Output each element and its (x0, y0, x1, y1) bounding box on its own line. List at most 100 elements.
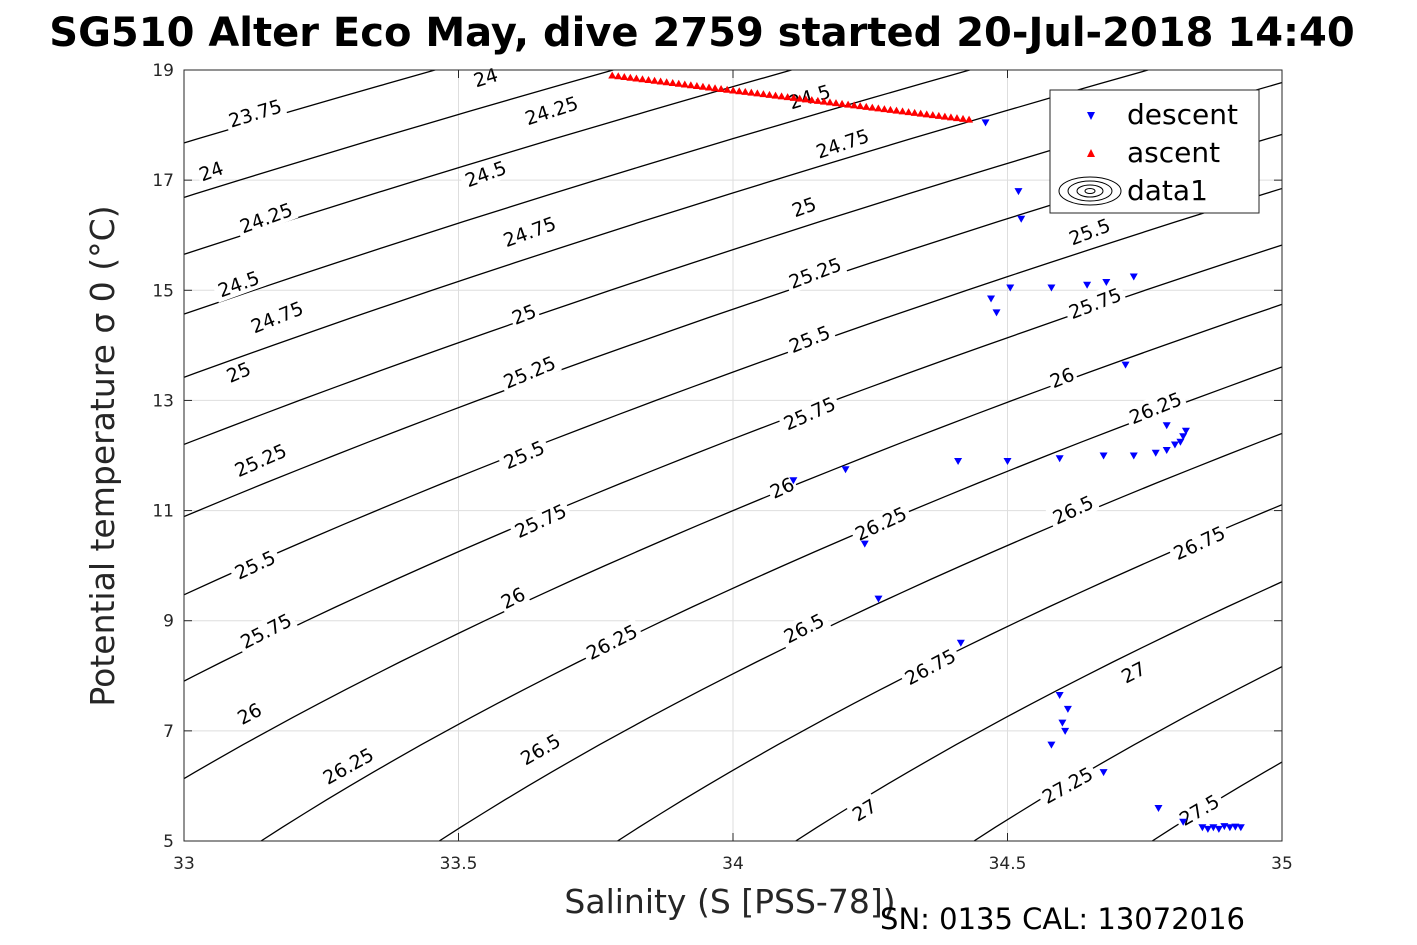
x-tick-label: 33 (173, 854, 195, 874)
ascent-point (777, 92, 786, 100)
descent-point (1170, 441, 1179, 449)
descent-point (1214, 825, 1223, 833)
ascent-point (674, 79, 683, 87)
contour-line (1151, 761, 1282, 841)
contour-label-bg (497, 210, 562, 253)
contour-line (794, 581, 1282, 841)
ascent-point (723, 85, 732, 93)
ascent-point (680, 80, 689, 88)
descent-point (1061, 727, 1070, 735)
descent-point (987, 295, 996, 303)
contour-label-bg (495, 581, 531, 614)
descent-point (1058, 719, 1067, 727)
contour-label-bg (1062, 281, 1128, 325)
y-tick-label: 19 (152, 61, 174, 81)
descent-point (1047, 284, 1056, 292)
contour-line (184, 70, 794, 256)
descent-point (1162, 422, 1171, 430)
descent-point (789, 477, 798, 485)
footer-serial-cal: SN: 0135 CAL: 13072016 (880, 902, 1245, 936)
contour-label-bg (1044, 362, 1080, 393)
contour-label-bg (1062, 212, 1117, 251)
ascent-point (959, 114, 968, 122)
descent-point (1179, 818, 1188, 826)
ascent-point (952, 114, 961, 122)
ascent-point (704, 83, 713, 91)
ascent-point (698, 82, 707, 90)
legend-marker-ascent (1087, 149, 1095, 157)
x-tick-label: 34 (722, 854, 744, 874)
descent-point (1181, 427, 1190, 435)
contour-label-bg (506, 298, 542, 330)
ascent-point (638, 75, 647, 83)
contour-label-bg (782, 251, 848, 295)
ascent-point (904, 108, 913, 116)
descent-point (1047, 741, 1056, 749)
ascent-point (856, 102, 865, 110)
ascent-point (910, 108, 919, 116)
ascent-point (850, 101, 859, 109)
y-tick-label: 9 (163, 612, 174, 632)
contour-label-bg (782, 319, 837, 359)
descent-point (956, 639, 965, 647)
contour-label-bg (898, 642, 963, 691)
contour-line (184, 70, 973, 315)
ascent-point (807, 96, 816, 104)
ascent-point (898, 107, 907, 115)
x-tick-label: 34.5 (989, 854, 1027, 874)
descent-point (1236, 824, 1245, 832)
ascent-point (795, 94, 804, 102)
contour-line (184, 70, 616, 199)
ascent-point (620, 73, 629, 81)
ascent-point (801, 95, 810, 103)
ascent-point (880, 105, 889, 113)
contour-label-bg (764, 471, 800, 504)
contour-label-bg (458, 154, 513, 193)
ascent-point (862, 102, 871, 110)
contour-label-bg (1122, 386, 1188, 430)
contour-label-bg (222, 93, 288, 133)
descent-point (1179, 433, 1188, 441)
y-axis-ticks: 5 7 9 11 13 15 17 19 (152, 61, 1282, 852)
contour-label-bg (508, 497, 573, 544)
contour-label-bg (513, 727, 568, 772)
descent-point (1017, 215, 1026, 223)
descent-point (981, 119, 990, 127)
contour-line (259, 366, 1282, 841)
ascent-point (916, 109, 925, 117)
contour-label-bg (228, 437, 293, 483)
contour-label-bg (848, 500, 914, 547)
ascent-point (608, 71, 617, 79)
descent-point (841, 466, 850, 474)
descent-point (1083, 281, 1092, 289)
descent-series (789, 119, 1245, 833)
ascent-point (965, 115, 974, 123)
descent-point (954, 458, 963, 466)
contour-label-bg (211, 264, 266, 303)
descent-point (860, 540, 869, 548)
contour-line (438, 432, 1282, 841)
contour-label-bg (221, 356, 256, 388)
contour-line (616, 503, 1282, 841)
ascent-point (783, 93, 792, 101)
ascent-series (608, 71, 974, 123)
y-tick-label: 13 (152, 391, 174, 411)
contour-label-bg (846, 793, 882, 827)
ascent-point (771, 91, 780, 99)
ascent-point (656, 77, 665, 85)
legend-marker-descent (1087, 112, 1095, 120)
ascent-point (844, 100, 853, 108)
ascent-point (922, 110, 931, 118)
ascent-point (686, 81, 695, 89)
ascent-point (614, 72, 623, 80)
y-tick-label: 15 (152, 281, 174, 301)
descent-point (1055, 692, 1064, 700)
legend-label-ascent: ascent (1127, 136, 1220, 169)
chart-title: SG510 Alter Eco May, dive 2759 started 2… (49, 10, 1354, 56)
descent-point (1231, 823, 1240, 831)
ascent-point (735, 87, 744, 95)
